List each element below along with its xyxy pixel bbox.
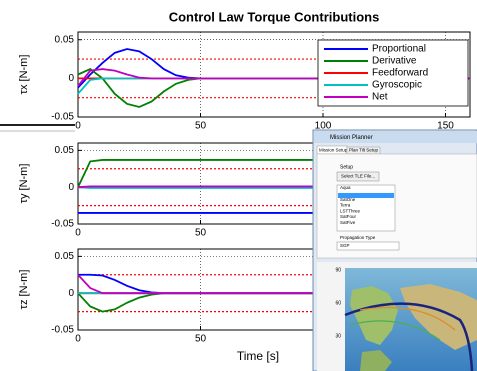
map-tick-label: 60 xyxy=(335,300,341,306)
group-label: Setup xyxy=(340,164,353,170)
screenshot: 0.050-0.05050100150τx [N-m]Control Law T… xyxy=(0,0,477,371)
y-tick-label: 0 xyxy=(68,288,74,299)
list-item: Terra xyxy=(340,203,351,208)
legend-label: Gyroscopic xyxy=(372,80,422,91)
tab-label[interactable]: Plan Tilt Setup xyxy=(349,148,379,153)
list-item: SatFour xyxy=(340,214,357,219)
y-tick-label: 0.05 xyxy=(55,145,75,156)
list-item: LSTThree xyxy=(340,208,361,213)
y-tick-label: 0 xyxy=(68,73,74,84)
x-tick-label: 0 xyxy=(75,334,81,345)
x-tick-label: 0 xyxy=(75,121,81,132)
x-tick-label: 0 xyxy=(75,228,81,239)
propagation-label: Propagation Type xyxy=(340,235,376,240)
legend-label: Proportional xyxy=(372,44,426,55)
legend-label: Net xyxy=(372,92,388,103)
y-tick-label: 0.05 xyxy=(55,251,75,262)
y-tick-label: -0.05 xyxy=(51,325,74,336)
y-tick-label: -0.05 xyxy=(51,112,74,123)
y-axis-label: τy [N-m] xyxy=(18,164,30,204)
window-title: Mission Planner xyxy=(330,135,373,141)
x-tick-label: 50 xyxy=(195,121,207,132)
list-item: SatOne xyxy=(340,197,356,202)
x-axis-label: Time [s] xyxy=(237,349,279,363)
button-label[interactable]: Select TLE File... xyxy=(341,174,375,179)
map-tick-label: 90 xyxy=(335,267,341,273)
x-tick-label: 50 xyxy=(195,228,207,239)
y-tick-label: 0 xyxy=(68,182,74,193)
y-axis-label: τz [N-m] xyxy=(18,270,30,310)
mission-planner-window: Mission Planner Mission Setup Plan Tilt … xyxy=(313,130,477,371)
chart-title: Control Law Torque Contributions xyxy=(169,9,380,24)
x-tick-label: 50 xyxy=(195,334,207,345)
tab-label[interactable]: Mission Setup xyxy=(319,148,348,153)
legend-label: Feedforward xyxy=(372,68,428,79)
propagation-value[interactable]: SGP xyxy=(340,243,350,248)
y-axis-label: τx [N-m] xyxy=(18,55,30,95)
list-item: SatFive xyxy=(340,220,356,225)
legend-label: Derivative xyxy=(372,56,417,67)
y-tick-label: 0.05 xyxy=(55,34,75,45)
y-tick-label: -0.05 xyxy=(51,219,74,230)
map-tick-label: 30 xyxy=(335,333,341,339)
list-item: Aqua xyxy=(340,185,351,190)
